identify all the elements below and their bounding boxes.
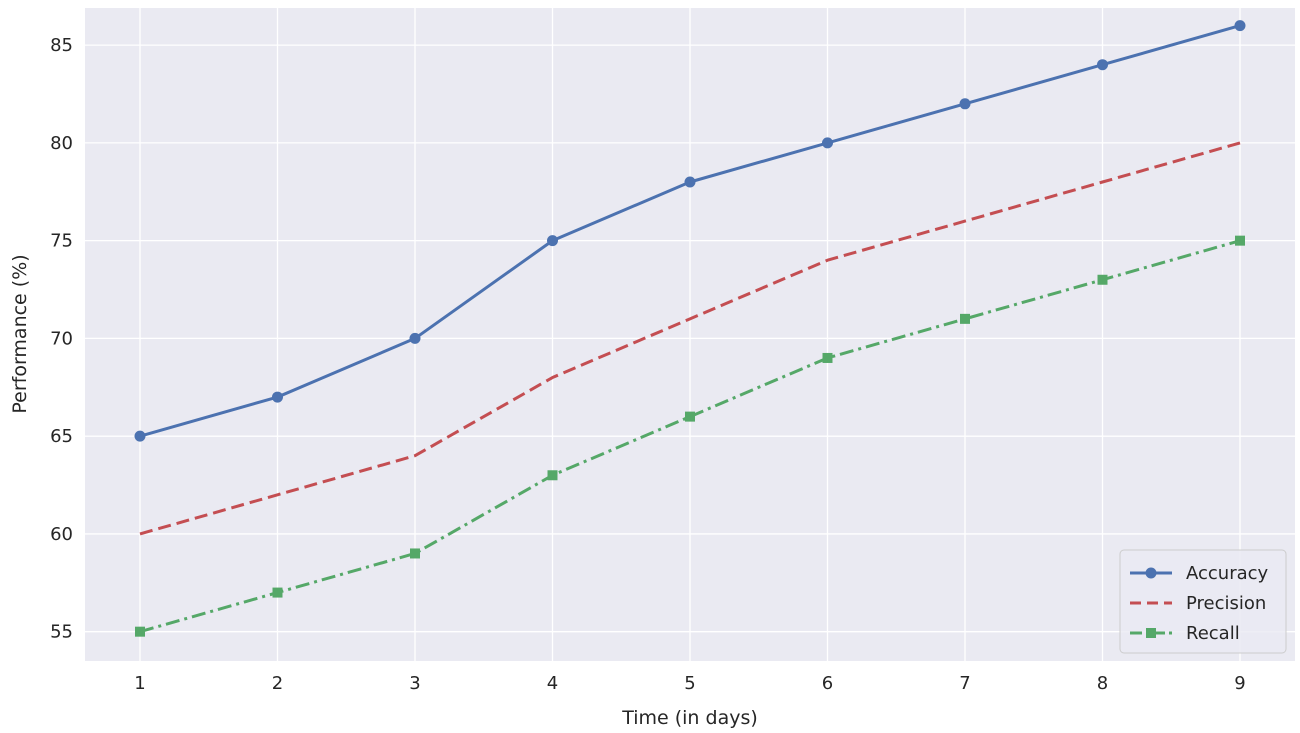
- legend-marker: [1145, 567, 1157, 579]
- accuracy-point: [409, 332, 421, 344]
- series-accuracy: [134, 20, 1246, 442]
- y-axis-ticks: 55 60 65 70 75 80 85: [50, 35, 73, 643]
- accuracy-point: [959, 98, 971, 110]
- x-axis-ticks: 1 2 3 4 5 6 7 8 9: [134, 673, 1245, 694]
- recall-point: [272, 587, 283, 598]
- x-tick-label: 3: [409, 673, 420, 694]
- recall-point: [1097, 274, 1108, 285]
- recall-point: [410, 548, 420, 559]
- x-tick-label: 1: [134, 673, 145, 694]
- x-tick-label: 4: [547, 673, 558, 694]
- legend: Accuracy Precision Recall: [1119, 549, 1287, 654]
- accuracy-point: [272, 391, 283, 403]
- recall-line: [139, 239, 1241, 634]
- legend-item-accuracy: Accuracy: [1130, 563, 1269, 584]
- x-tick-label: 9: [1234, 673, 1245, 694]
- y-tick-label: 80: [50, 133, 73, 154]
- accuracy-point: [1097, 59, 1108, 71]
- x-tick-label: 5: [684, 673, 695, 694]
- accuracy-point: [684, 176, 696, 188]
- x-tick-label: 2: [272, 673, 283, 694]
- recall-point: [685, 411, 695, 422]
- legend-label: Accuracy: [1186, 563, 1269, 584]
- legend-label: Precision: [1186, 593, 1266, 614]
- legend-marker: [1146, 628, 1156, 638]
- precision-line: [139, 141, 1241, 536]
- series: [134, 20, 1246, 637]
- series-recall: [135, 235, 1245, 637]
- recall-point: [1235, 235, 1245, 246]
- legend-item-precision: Precision: [1130, 593, 1266, 614]
- legend-item-recall: Recall: [1130, 623, 1240, 644]
- accuracy-point: [547, 235, 558, 247]
- y-tick-label: 75: [50, 231, 73, 252]
- recall-point: [547, 470, 558, 481]
- x-tick-label: 8: [1097, 673, 1108, 694]
- x-axis-label: Time (in days): [621, 707, 758, 729]
- x-tick-label: 6: [822, 673, 833, 694]
- y-tick-label: 60: [50, 524, 73, 545]
- y-tick-label: 65: [50, 426, 73, 447]
- y-tick-label: 70: [50, 328, 73, 349]
- recall-point: [822, 352, 833, 363]
- y-axis-label: Performance (%): [9, 254, 31, 413]
- accuracy-point: [1234, 20, 1246, 32]
- legend-box: [1119, 549, 1287, 654]
- accuracy-point: [822, 137, 833, 149]
- accuracy-point: [134, 430, 146, 442]
- series-precision: [139, 141, 1241, 536]
- y-tick-label: 55: [50, 622, 73, 643]
- y-tick-label: 85: [50, 35, 73, 56]
- recall-point: [135, 626, 145, 637]
- legend-label: Recall: [1186, 623, 1240, 644]
- recall-point: [960, 313, 970, 324]
- x-tick-label: 7: [959, 673, 970, 694]
